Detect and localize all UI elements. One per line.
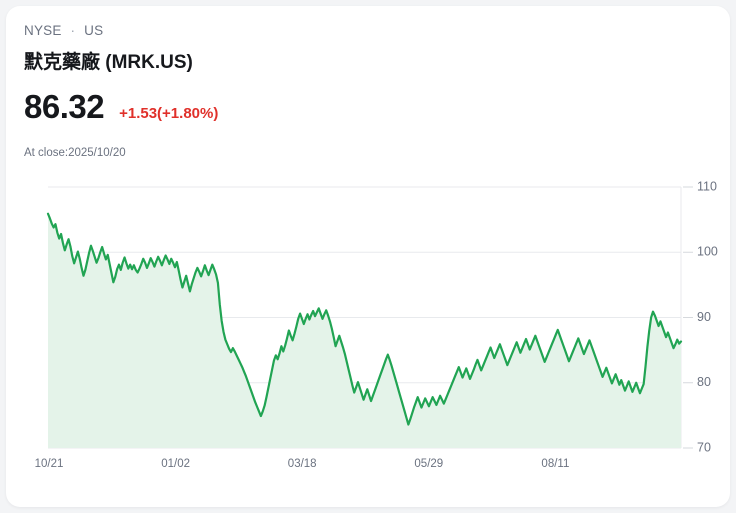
chart-line-series: [46, 212, 683, 426]
y-axis-label: 110: [697, 179, 717, 193]
series-line-path: [46, 212, 683, 426]
x-axis-label: 10/21: [35, 458, 64, 470]
x-axis-label: 05/29: [414, 458, 443, 470]
x-axis-label: 08/11: [541, 458, 569, 470]
x-axis-label: 01/02: [161, 458, 190, 470]
chart-x-axis-labels: 10/21 01/02 03/18 05/29 08/11: [35, 458, 570, 470]
area-fill-path: [48, 213, 681, 448]
chart-area-fill: [48, 213, 681, 448]
price-change: +1.53(+1.80%): [119, 105, 219, 122]
y-axis-label: 70: [697, 440, 711, 454]
exchange-region: US: [84, 23, 104, 38]
y-axis-label: 80: [697, 375, 711, 389]
y-axis-label: 90: [697, 310, 711, 324]
exchange-info: NYSE · US: [24, 23, 103, 38]
price-row: 86.32 +1.53(+1.80%): [24, 88, 218, 126]
exchange-name: NYSE: [24, 23, 62, 38]
exchange-separator: ·: [70, 23, 76, 38]
stock-quote-card: NYSE · US 默克藥廠 (MRK.US) 86.32 +1.53(+1.8…: [6, 6, 730, 507]
x-axis-label: 03/18: [288, 458, 317, 470]
price-chart[interactable]: 110 100 90 80 70 10/21 01/02 03/18 05/29 08/11: [6, 171, 730, 481]
price-chart-svg[interactable]: 110 100 90 80 70 10/21 01/02 03/18 05/29 08/11: [6, 171, 730, 481]
y-axis-label: 100: [697, 245, 718, 259]
chart-y-axis-labels: 110 100 90 80 70: [697, 179, 718, 454]
current-price: 86.32: [24, 88, 105, 125]
at-close-timestamp: At close:2025/10/20: [24, 147, 126, 159]
page-title: 默克藥廠 (MRK.US): [24, 52, 193, 73]
